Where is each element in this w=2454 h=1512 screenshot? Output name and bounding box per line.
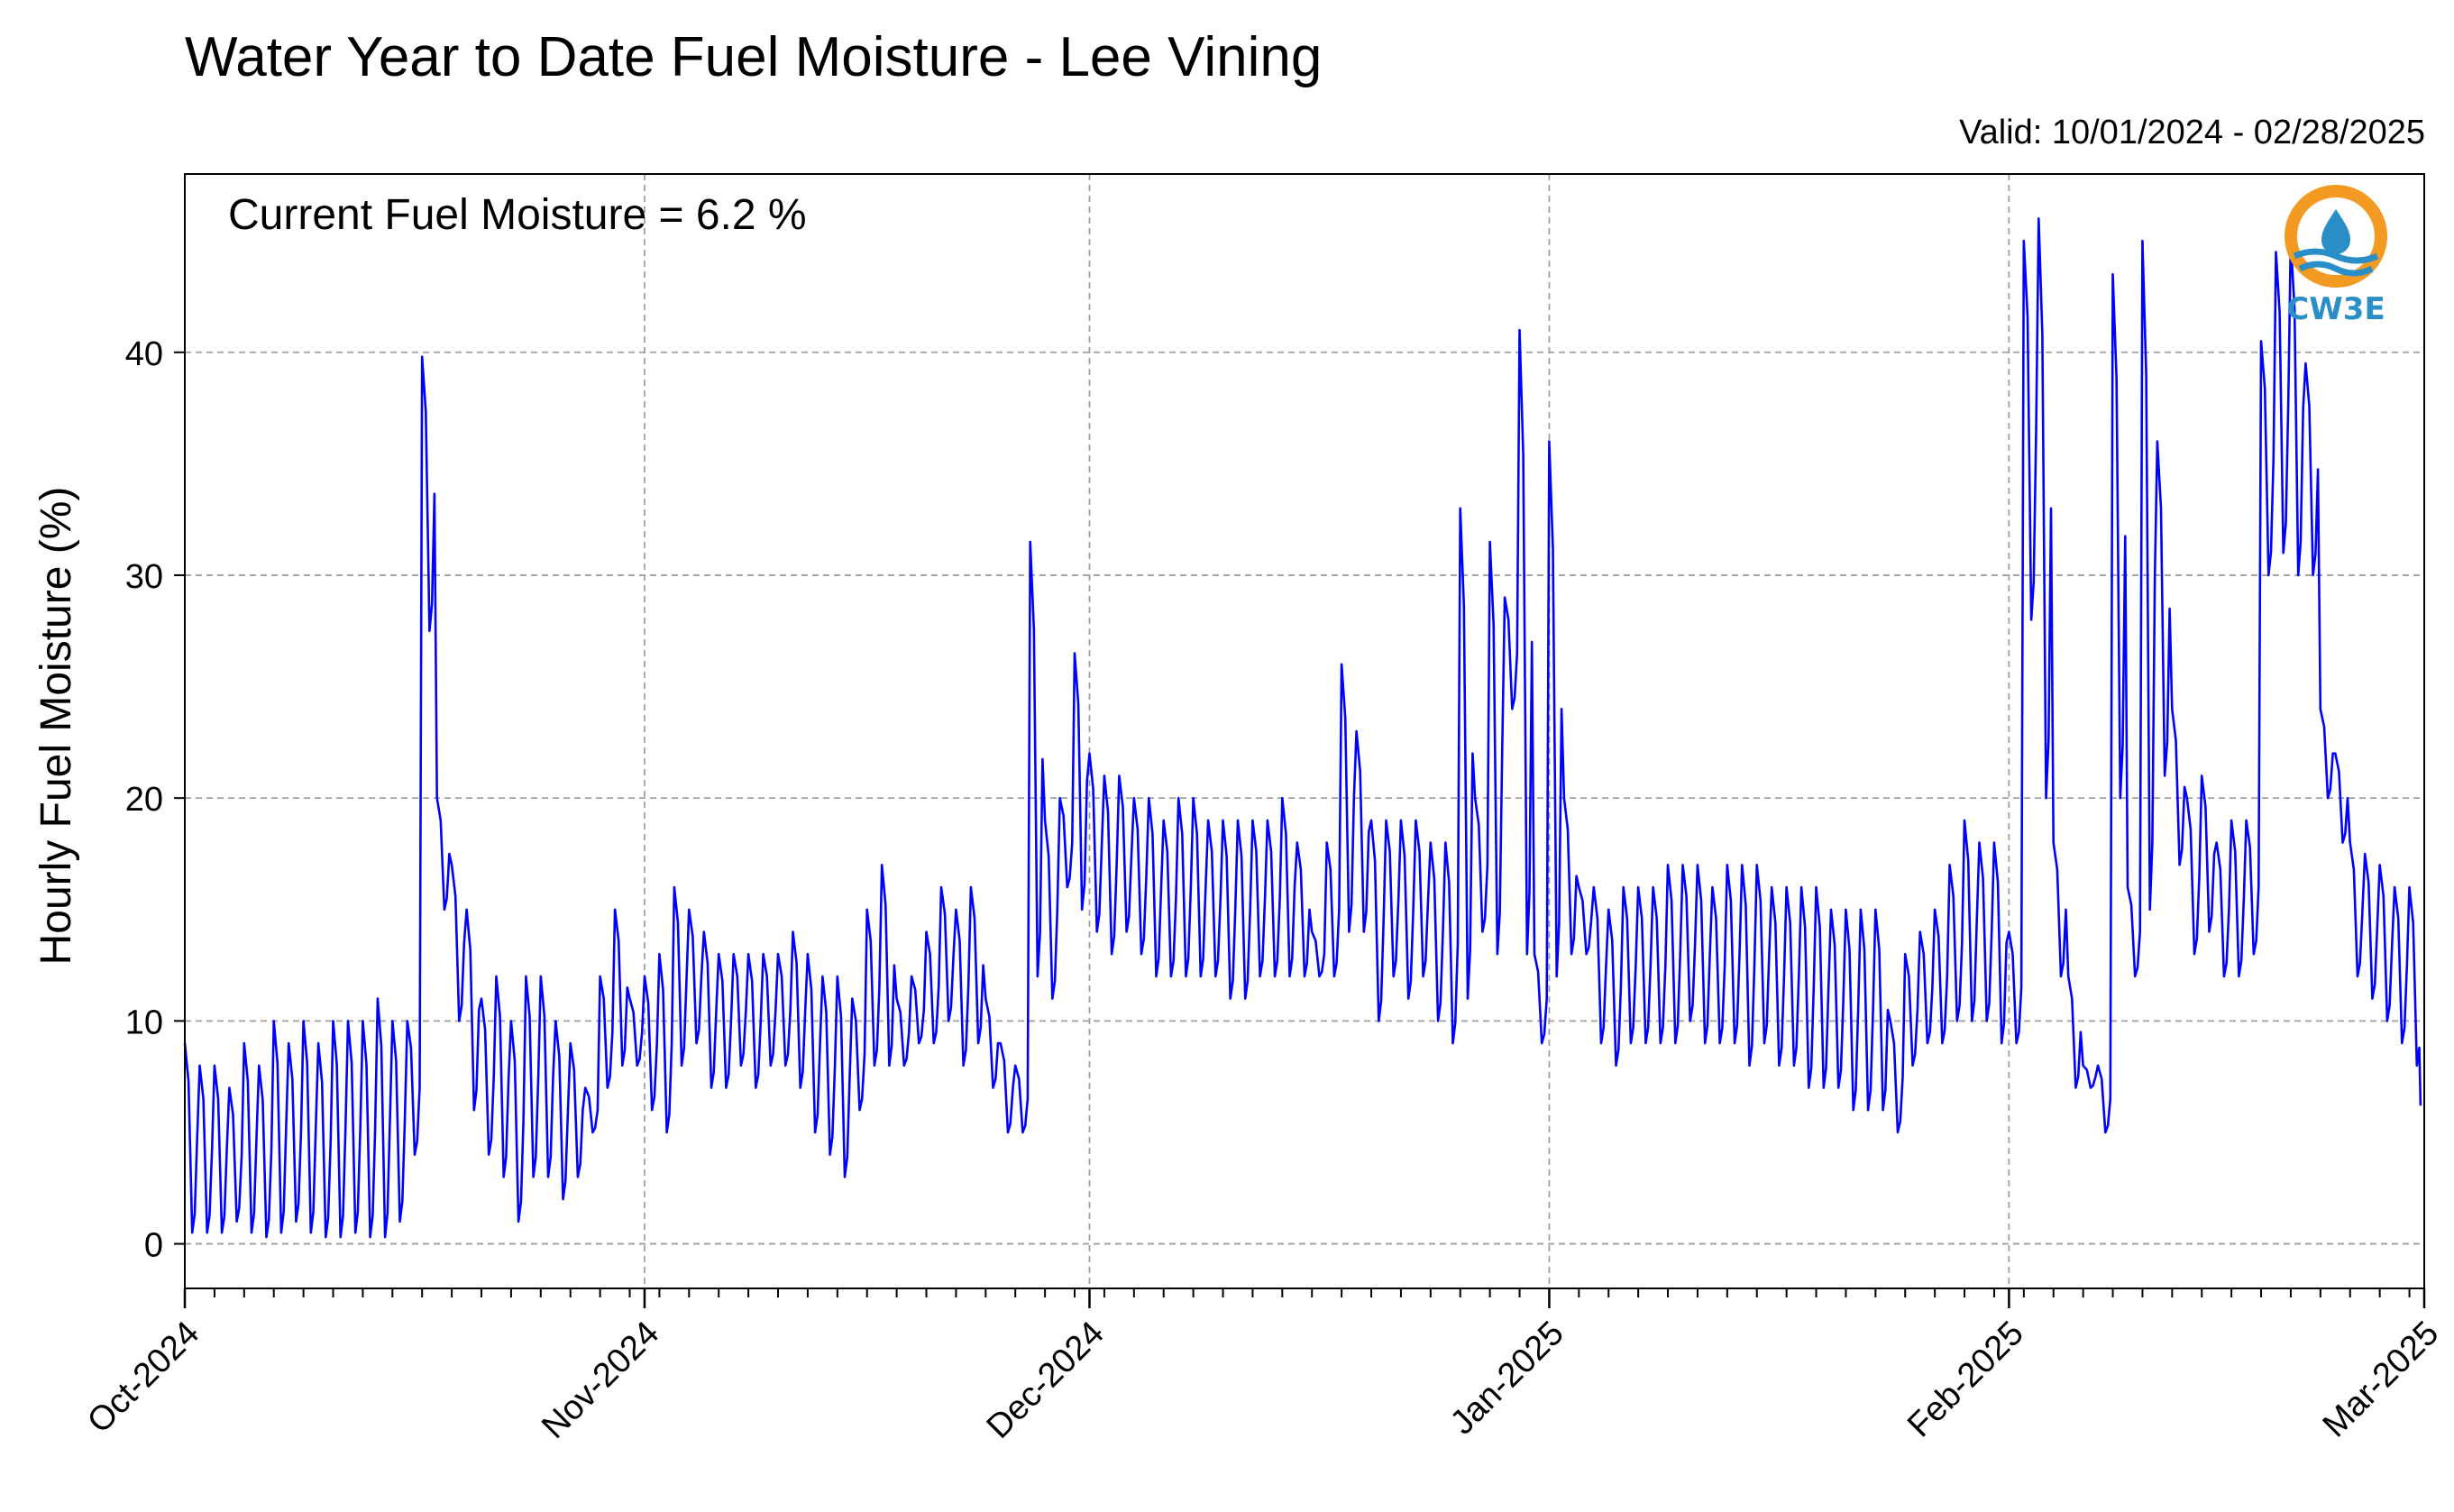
series-line-fuel-moisture bbox=[183, 217, 2422, 1239]
plot-frame bbox=[184, 173, 2425, 1289]
x-tick-label: Jan-2025 bbox=[1443, 1315, 1571, 1443]
x-axis-ticks: Oct-2024 Nov-2024 Dec-2024 Jan-2025 Feb-2025… bbox=[80, 1288, 2446, 1446]
x-tick-label: Dec-2024 bbox=[980, 1315, 1112, 1446]
cw3e-logo: CW3E bbox=[2285, 185, 2387, 327]
x-tick-label: Oct-2024 bbox=[80, 1315, 206, 1441]
x-tick-label: Mar-2025 bbox=[2316, 1315, 2447, 1445]
current-fuel-moisture-label: Current Fuel Moisture = 6.2 % bbox=[228, 191, 807, 239]
logo-wave-1 bbox=[2293, 248, 2379, 264]
logo-water-drop-icon bbox=[2321, 209, 2350, 254]
y-tick-label: 20 bbox=[125, 781, 163, 819]
y-tick-label: 0 bbox=[144, 1227, 163, 1265]
y-axis-ticks: 0 10 20 30 40 bbox=[125, 335, 185, 1265]
logo-sun-ring bbox=[2285, 185, 2387, 288]
y-axis-label: Hourly Fuel Moisture (%) bbox=[32, 487, 80, 966]
logo-wave-2 bbox=[2298, 261, 2374, 277]
x-tick-label: Nov-2024 bbox=[535, 1315, 666, 1446]
grid-lines bbox=[185, 174, 2424, 1288]
valid-date-range: Valid: 10/01/2024 - 02/28/2025 bbox=[1959, 114, 2425, 151]
y-tick-label: 40 bbox=[125, 335, 163, 373]
y-tick-label: 30 bbox=[125, 558, 163, 596]
chart-title: Water Year to Date Fuel Moisture - Lee V… bbox=[185, 26, 1323, 88]
x-tick-label: Feb-2025 bbox=[1900, 1315, 2031, 1445]
y-tick-label: 10 bbox=[125, 1003, 163, 1041]
logo-text: CW3E bbox=[2286, 291, 2385, 327]
